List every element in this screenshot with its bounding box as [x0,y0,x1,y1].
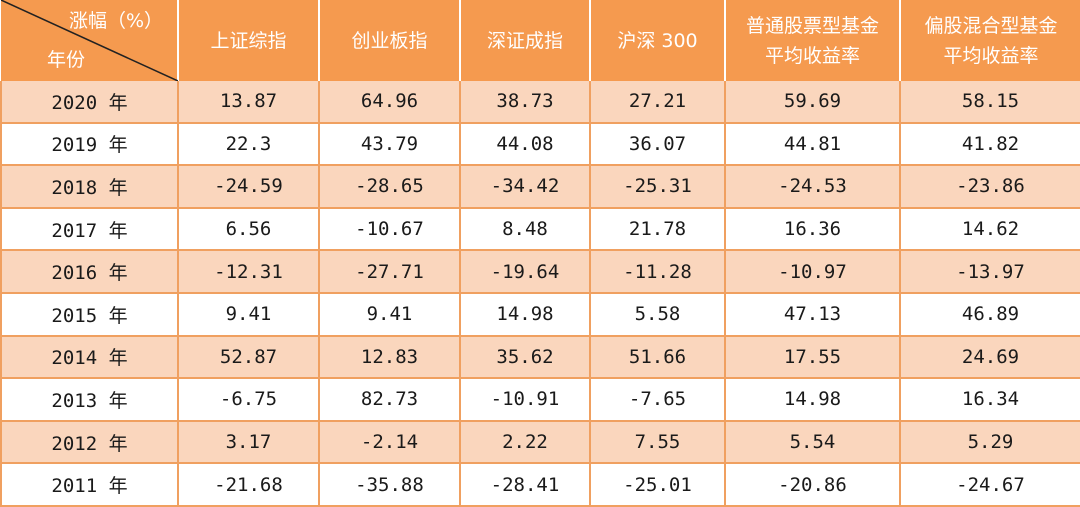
value-cell: -19.64 [460,250,591,294]
table-row: 2011 年 -21.68 -35.88 -28.41 -25.01 -20.86 -24.… [0,463,1080,507]
table-row: 2019 年 22.3 43.79 44.08 36.07 44.81 41.82 [0,122,1080,167]
value-cell: 2.22 [460,420,591,465]
value-cell: -24.67 [900,463,1080,507]
column-header: 创业板指 [319,0,461,81]
year-cell: 2017 年 [0,207,179,252]
value-cell: -27.71 [319,250,461,294]
value-cell: -10.67 [319,207,461,252]
value-cell: 12.83 [319,335,461,380]
column-header: 普通股票型基金平均收益率 [725,0,901,81]
value-cell: 22.3 [178,122,320,167]
value-cell: 3.17 [178,420,320,465]
value-cell: 64.96 [319,81,461,124]
value-cell: -24.59 [178,165,320,209]
value-cell: -7.65 [590,378,726,422]
value-cell: 27.21 [590,81,726,124]
value-cell: 35.62 [460,335,591,380]
value-cell: -28.41 [460,463,591,507]
value-cell: 9.41 [319,292,461,337]
value-cell: 21.78 [590,207,726,252]
value-cell: 14.98 [725,378,901,422]
value-cell: 5.54 [725,420,901,465]
value-cell: -25.31 [590,165,726,209]
table-row: 2016 年 -12.31 -27.71 -19.64 -11.28 -10.97 -13.… [0,250,1080,294]
value-cell: 16.34 [900,378,1080,422]
value-cell: -28.65 [319,165,461,209]
table-row: 2020 年 13.87 64.96 38.73 27.21 59.69 58.15 [0,81,1080,124]
value-cell: -25.01 [590,463,726,507]
value-cell: 38.73 [460,81,591,124]
table-row: 2017 年 6.56 -10.67 8.48 21.78 16.36 14.62 [0,207,1080,252]
value-cell: 44.08 [460,122,591,167]
value-cell: -35.88 [319,463,461,507]
value-cell: 24.69 [900,335,1080,380]
column-header: 上证综指 [178,0,320,81]
value-cell: -21.68 [178,463,320,507]
value-cell: 82.73 [319,378,461,422]
value-cell: 9.41 [178,292,320,337]
value-cell: 36.07 [590,122,726,167]
value-cell: 13.87 [178,81,320,124]
corner-header-cell: 涨幅（%） 年份 [1,0,179,81]
column-header: 偏股混合型基金平均收益率 [900,0,1080,81]
value-cell: -34.42 [460,165,591,209]
year-cell: 2012 年 [0,420,179,465]
value-cell: 41.82 [900,122,1080,167]
value-cell: -24.53 [725,165,901,209]
value-cell: 51.66 [590,335,726,380]
value-cell: -20.86 [725,463,901,507]
value-cell: 46.89 [900,292,1080,337]
value-cell: 14.98 [460,292,591,337]
diagonal-divider-line [1,0,178,81]
value-cell: 16.36 [725,207,901,252]
corner-header-year-label: 年份 [47,49,86,71]
table-row: 2015 年 9.41 9.41 14.98 5.58 47.13 46.89 [0,292,1080,337]
value-cell: -2.14 [319,420,461,465]
value-cell: 47.13 [725,292,901,337]
year-cell: 2016 年 [0,250,179,294]
table-row: 2014 年 52.87 12.83 35.62 51.66 17.55 24.69 [0,335,1080,380]
table-row: 2013 年 -6.75 82.73 -10.91 -7.65 14.98 16.34 [0,378,1080,422]
header-row: 涨幅（%） 年份 上证综指 创业板指 深证成指 沪深 300 普通股票型基金平均… [1,0,1080,81]
value-cell: -10.97 [725,250,901,294]
corner-header-change-label: 涨幅（%） [68,10,163,32]
year-cell: 2015 年 [0,292,179,337]
table-row: 2018 年 -24.59 -28.65 -34.42 -25.31 -24.53 -23.… [0,165,1080,209]
value-cell: 6.56 [178,207,320,252]
year-cell: 2018 年 [0,165,179,209]
value-cell: 5.29 [900,420,1080,465]
value-cell: 59.69 [725,81,901,124]
year-cell: 2013 年 [0,378,179,422]
value-cell: 14.62 [900,207,1080,252]
value-cell: 5.58 [590,292,726,337]
column-header: 沪深 300 [590,0,726,81]
value-cell: 43.79 [319,122,461,167]
column-header: 深证成指 [460,0,591,81]
year-cell: 2019 年 [0,122,179,167]
year-cell: 2020 年 [0,81,179,124]
value-cell: 44.81 [725,122,901,167]
value-cell: 7.55 [590,420,726,465]
value-cell: -6.75 [178,378,320,422]
value-cell: -13.97 [900,250,1080,294]
value-cell: 52.87 [178,335,320,380]
table-body: 2020 年 13.87 64.96 38.73 27.21 59.69 58.15 2019… [0,81,1080,507]
value-cell: -10.91 [460,378,591,422]
year-cell: 2014 年 [0,335,179,380]
year-cell: 2011 年 [0,463,179,507]
value-cell: -23.86 [900,165,1080,209]
value-cell: 17.55 [725,335,901,380]
value-cell: -11.28 [590,250,726,294]
value-cell: 58.15 [900,81,1080,124]
value-cell: 8.48 [460,207,591,252]
table-row: 2012 年 3.17 -2.14 2.22 7.55 5.54 5.29 [0,420,1080,465]
value-cell: -12.31 [178,250,320,294]
